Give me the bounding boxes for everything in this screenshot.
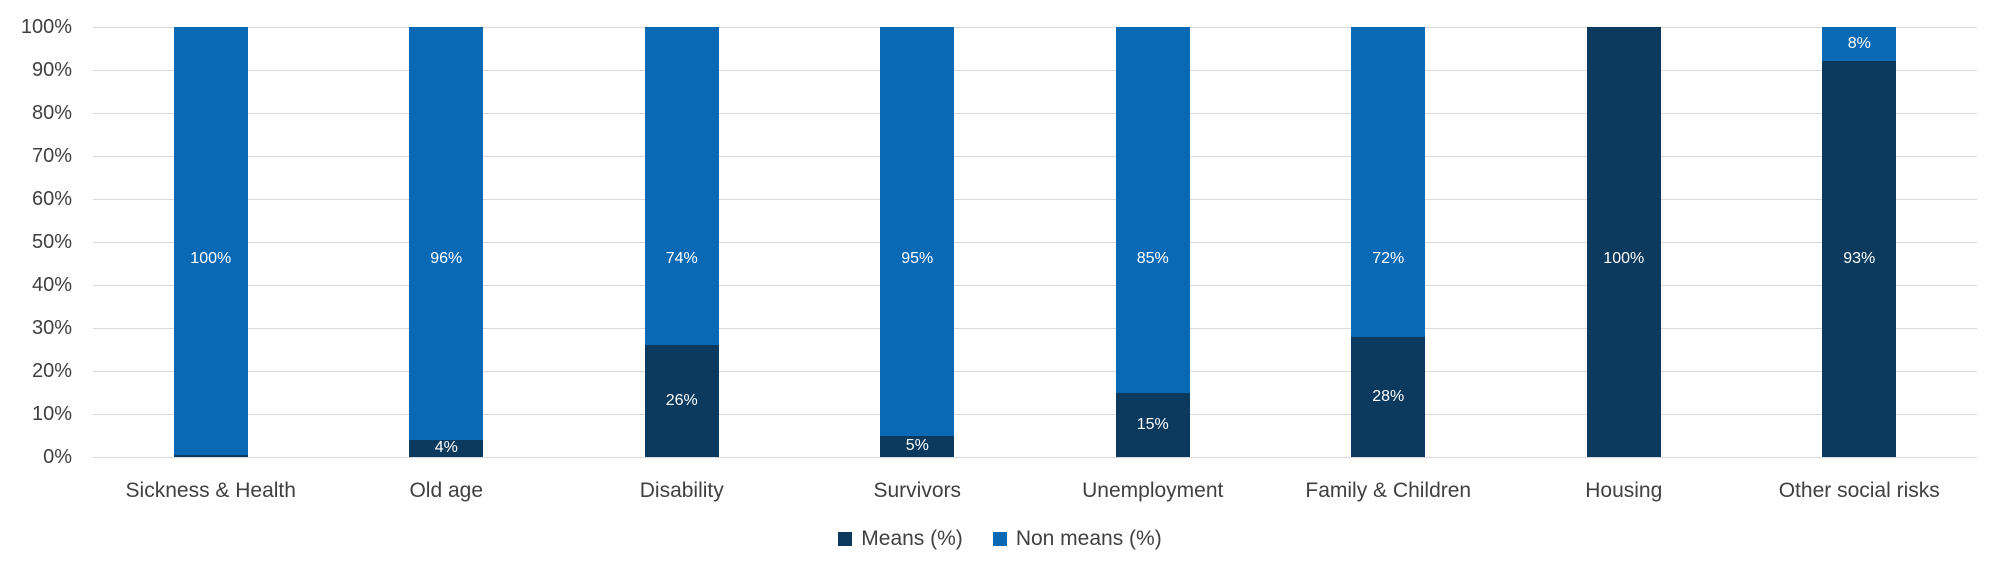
bar-segment-means: [880, 435, 955, 457]
data-label: 96%: [430, 250, 463, 268]
data-label: 15%: [1136, 415, 1169, 433]
bar-segment-non-means: [409, 27, 484, 440]
y-axis-tick-label: 80%: [31, 102, 72, 124]
gridline-100: [93, 26, 1977, 28]
bar-segment-means: [644, 345, 719, 457]
gridline-70: [93, 155, 1977, 157]
data-label: 8%: [1847, 35, 1871, 53]
legend-label: Means (%): [861, 527, 963, 550]
category-label: Other social risks: [1778, 479, 1940, 502]
y-axis-tick-label: 50%: [31, 231, 72, 253]
y-axis-tick-label: 0%: [43, 446, 72, 468]
category-label: Unemployment: [1082, 479, 1224, 502]
y-axis-tick-label: 60%: [31, 188, 72, 210]
gridline-90: [93, 69, 1977, 71]
y-axis-tick-label: 90%: [31, 59, 72, 81]
legend-item-non-means: Non means (%): [992, 527, 1162, 551]
category-label: Old age: [409, 479, 484, 502]
bar-segment-non-means: [1822, 27, 1897, 62]
data-label: 100%: [190, 250, 232, 268]
y-axis-tick-label: 40%: [31, 274, 72, 296]
category-label: Survivors: [873, 479, 962, 502]
category-label: Sickness & Health: [125, 479, 296, 502]
gridline-30: [93, 327, 1977, 329]
gridline-40: [93, 284, 1977, 286]
gridline-60: [93, 198, 1977, 200]
bar-segment-means: [173, 454, 248, 457]
bar-segment-means: [1586, 27, 1661, 457]
data-label: 85%: [1136, 250, 1169, 268]
data-label: 93%: [1843, 250, 1876, 268]
bar-segment-means: [1115, 392, 1190, 457]
legend-item-means: Means (%): [838, 527, 963, 551]
y-axis-tick-label: 100%: [20, 16, 72, 38]
bar-segment-non-means: [1351, 27, 1426, 337]
bar-segment-non-means: [880, 27, 955, 436]
data-label: 26%: [665, 392, 698, 410]
bar-segment-non-means: [173, 27, 248, 455]
legend-swatch-icon: [992, 532, 1007, 546]
data-label: 5%: [905, 437, 929, 455]
y-axis-tick-label: 70%: [31, 145, 72, 167]
data-label: 95%: [901, 250, 934, 268]
y-axis-tick-label: 30%: [31, 317, 72, 339]
chart-legend: Means (%) Non means (%): [0, 527, 2000, 551]
bar-segment-non-means: [1115, 27, 1190, 393]
data-label: 74%: [665, 250, 698, 268]
bar-segment-means: [409, 439, 484, 457]
gridline-0: [93, 456, 1977, 458]
data-label: 100%: [1603, 250, 1645, 268]
data-label: 28%: [1372, 387, 1405, 405]
gridline-10: [93, 413, 1977, 415]
bar-segment-means: [1822, 61, 1897, 457]
gridline-80: [93, 112, 1977, 114]
legend-label: Non means (%): [1015, 527, 1162, 550]
gridline-50: [93, 241, 1977, 243]
data-label: 4%: [434, 439, 458, 457]
category-label: Housing: [1585, 479, 1663, 502]
legend-swatch-icon: [838, 532, 853, 546]
data-label: 72%: [1372, 250, 1405, 268]
y-axis-tick-label: 20%: [31, 360, 72, 382]
category-label: Disability: [639, 479, 724, 502]
gridline-20: [93, 370, 1977, 372]
y-axis-tick-label: 10%: [31, 403, 72, 425]
bar-segment-non-means: [644, 27, 719, 346]
bar-segment-means: [1351, 336, 1426, 457]
category-label: Family & Children: [1305, 479, 1472, 502]
